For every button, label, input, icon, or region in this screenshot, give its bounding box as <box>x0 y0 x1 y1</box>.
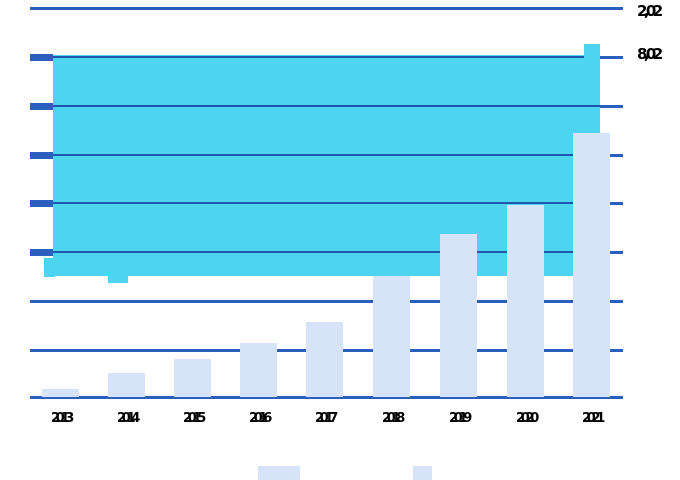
gridline-over-band <box>53 251 600 253</box>
gridline <box>30 7 623 10</box>
x-axis-baseline <box>30 396 623 399</box>
bar-2019 <box>440 234 477 397</box>
bar-2020 <box>507 205 544 397</box>
bar-2015 <box>174 359 211 397</box>
gridline-over-band <box>53 202 600 204</box>
x-axis-label: 2018 <box>381 411 405 426</box>
x-axis-label: 2016 <box>248 411 272 426</box>
gridline <box>30 300 623 303</box>
y-axis-tick <box>30 152 53 159</box>
x-axis-label: 2015 <box>182 411 206 426</box>
bar-2021 <box>573 133 610 397</box>
right-axis-label-top: 2,02 <box>637 2 663 20</box>
x-axis-label: 2013 <box>50 411 74 426</box>
y-axis-tick <box>30 249 53 256</box>
y-axis-tick <box>30 200 53 207</box>
bar-2018 <box>373 276 410 397</box>
gridline-over-band <box>53 154 600 156</box>
y-axis-tick <box>30 103 53 110</box>
x-axis-label: 2017 <box>314 411 338 426</box>
x-axis-label: 2019 <box>448 411 472 426</box>
bar-2013 <box>42 389 79 397</box>
y-axis-tick <box>30 54 53 61</box>
gridline-over-band <box>53 56 584 58</box>
band-area-tab-bottom <box>108 276 128 283</box>
bar-2017 <box>306 322 343 397</box>
x-axis-label: 2014 <box>116 411 140 426</box>
band-area-bump <box>584 44 600 56</box>
legend-swatch <box>258 466 300 480</box>
right-axis-label-bottom: 8,02 <box>637 45 663 63</box>
gridline-over-band <box>53 105 600 107</box>
band-area-tab-left <box>44 258 55 277</box>
legend-swatch <box>413 466 432 480</box>
bar-2014 <box>108 373 145 397</box>
bar-2016 <box>240 343 277 397</box>
x-axis-label: 2020 <box>515 411 539 426</box>
x-axis-label: 2021 <box>581 411 605 426</box>
